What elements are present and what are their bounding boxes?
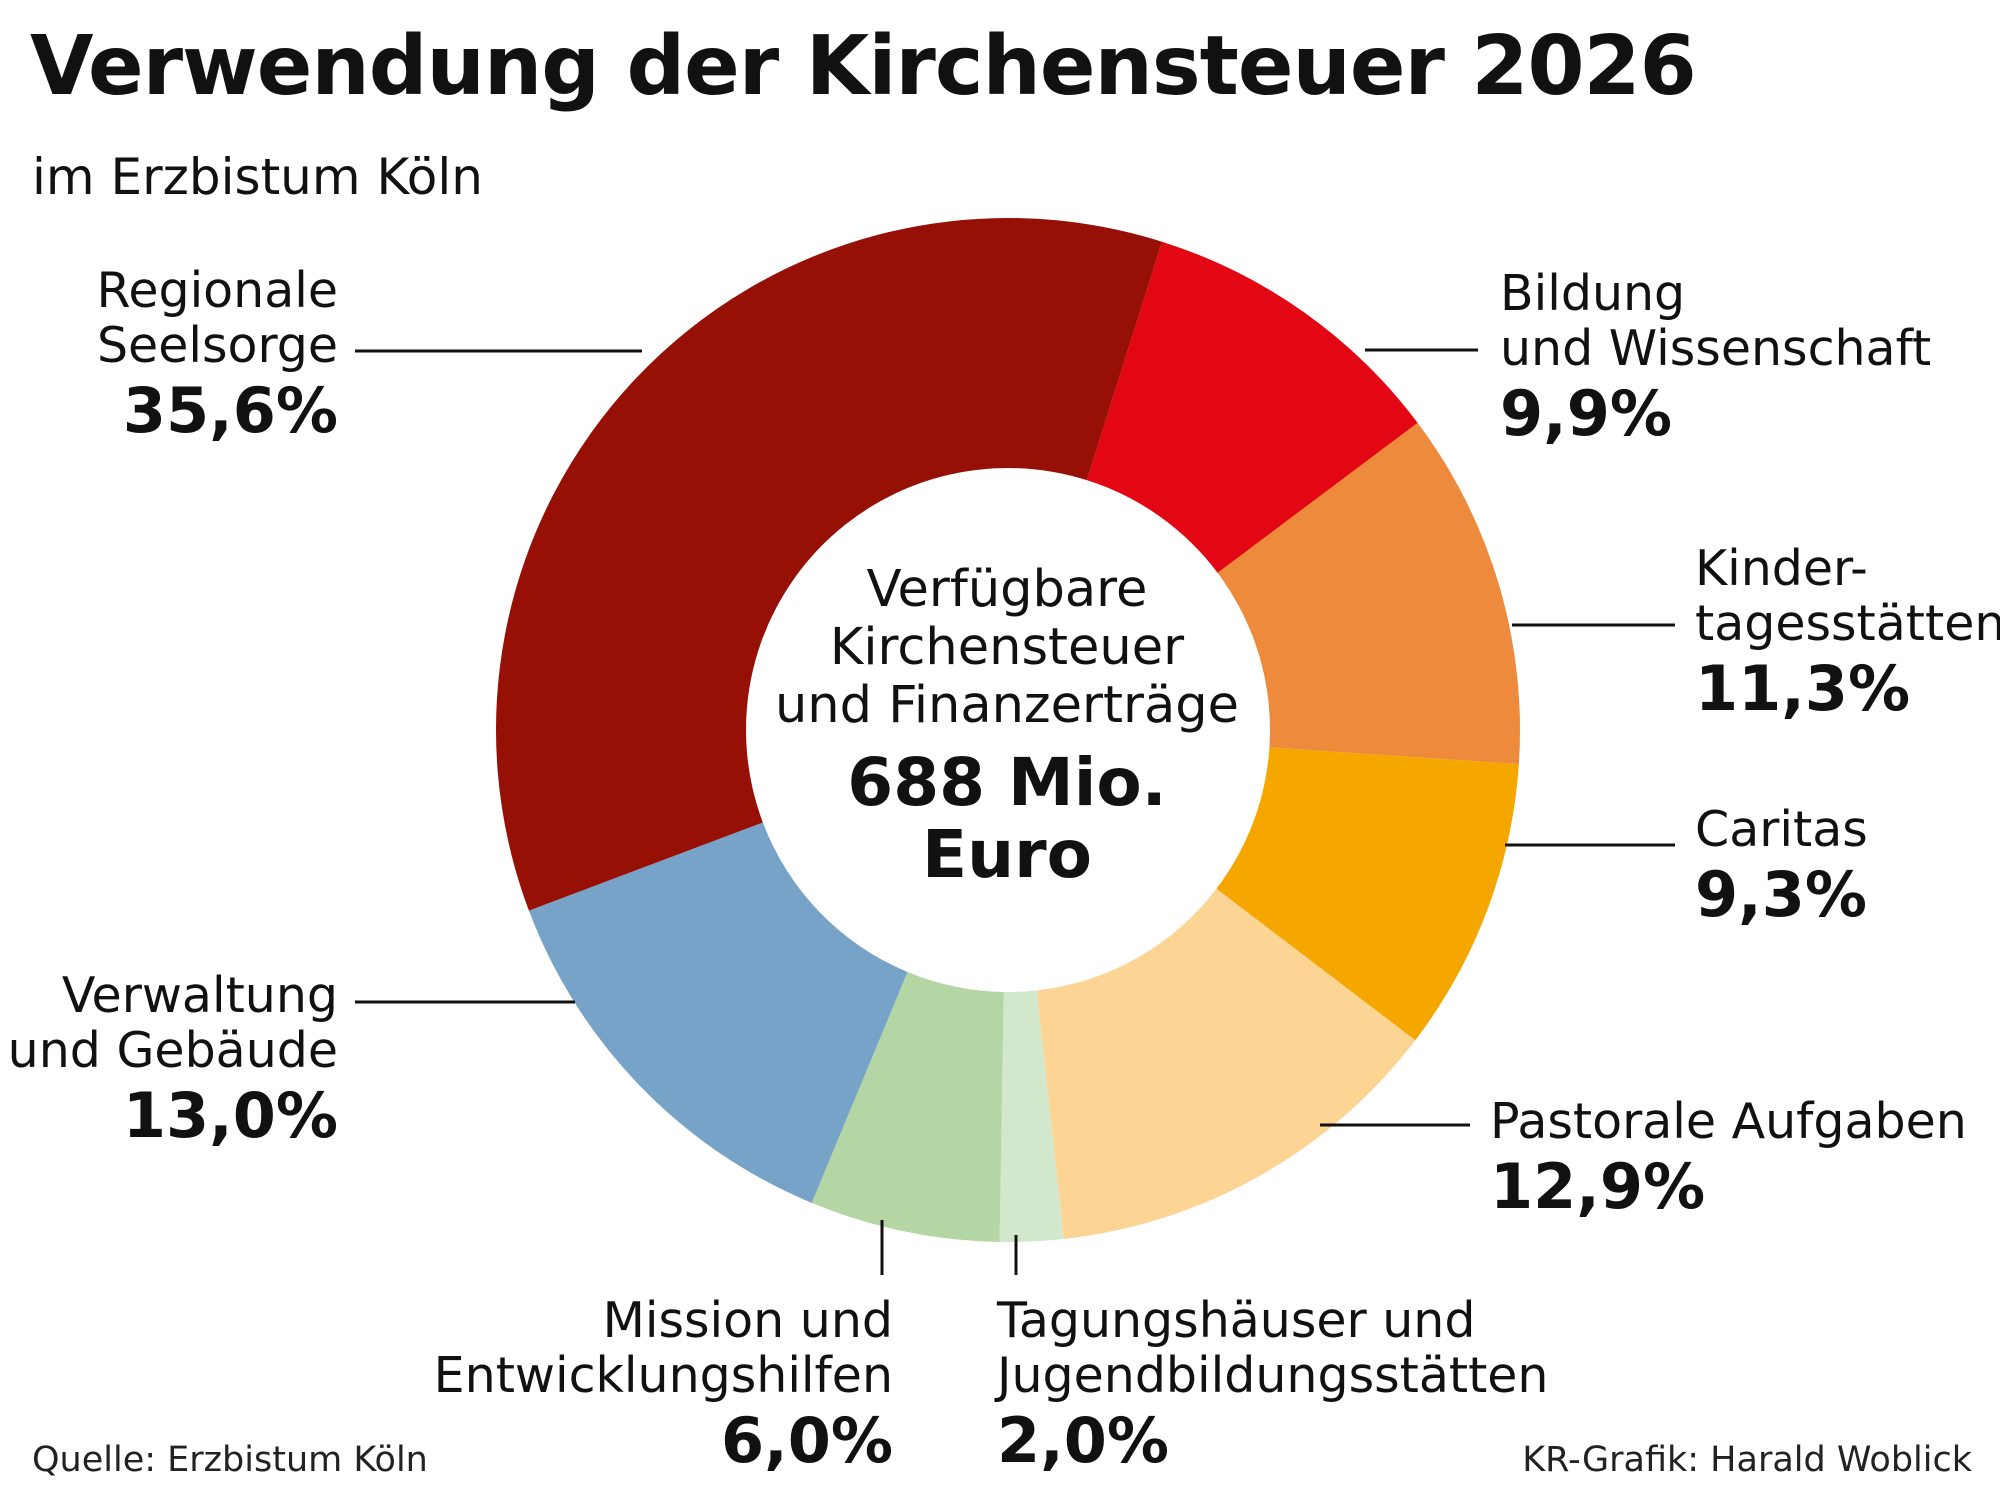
slice-label-text-6-0: Verwaltung	[62, 967, 338, 1024]
slice-label-text-6-1: und Gebäude	[8, 1022, 338, 1079]
leader-lines	[355, 348, 1675, 1275]
slice-label-text-7-0: Regionale	[96, 262, 338, 319]
slice-label-text-5-0: Mission und	[603, 1292, 893, 1349]
slice-percent-4: 2,0%	[997, 1404, 1169, 1477]
slice-percent-6: 13,0%	[123, 1079, 338, 1152]
slice-2	[1216, 747, 1519, 1041]
slice-label-text-5-1: Entwicklungshilfen	[434, 1347, 893, 1404]
slice-label-text-1-0: Kinder-	[1695, 540, 1868, 597]
slice-1	[1217, 422, 1520, 765]
slice-6	[528, 822, 908, 1203]
slice-4	[999, 990, 1064, 1242]
slice-percent-3: 12,9%	[1490, 1150, 1705, 1223]
slice-percent-7: 35,6%	[123, 374, 338, 447]
slice-5	[811, 971, 1004, 1242]
slice-7	[495, 217, 1162, 911]
slice-label-text-7-1: Seelsorge	[97, 317, 338, 374]
slice-label-text-4-0: Tagungshäuser und	[996, 1292, 1475, 1349]
slice-percent-2: 9,3%	[1695, 858, 1867, 931]
chart-subtitle: im Erzbistum Köln	[32, 148, 483, 206]
slice-label-text-3-0: Pastorale Aufgaben	[1490, 1093, 1967, 1150]
center-total-line-2: Euro	[922, 816, 1092, 893]
source-note: Quelle: Erzbistum Köln	[32, 1440, 428, 1480]
slice-percent-0: 9,9%	[1500, 377, 1672, 450]
slice-percent-1: 11,3%	[1695, 652, 1910, 725]
center-total-line-1: 688 Mio.	[847, 744, 1166, 821]
slice-3	[1036, 888, 1416, 1239]
donut-slices	[495, 217, 1520, 1242]
slice-label-4: Tagungshäuser undJugendbildungsstätten2,…	[994, 1292, 1549, 1477]
slice-label-text-4-1: Jugendbildungsstätten	[994, 1347, 1549, 1404]
graphic-credit: KR-Grafik: Harald Woblick	[1522, 1440, 1972, 1480]
center-text-line-3: und Finanzerträge	[775, 676, 1239, 735]
center-label: Verfügbare Kirchensteuer und Finanzerträ…	[775, 560, 1239, 893]
slice-label-text-0-1: und Wissenschaft	[1500, 320, 1931, 377]
slice-percent-5: 6,0%	[721, 1404, 893, 1477]
slice-0	[1086, 241, 1418, 573]
chart-title: Verwendung der Kirchensteuer 2026	[30, 19, 1697, 114]
slice-label-text-2-0: Caritas	[1695, 801, 1868, 858]
center-text-line-1: Verfügbare	[867, 560, 1148, 619]
slice-label-text-0-0: Bildung	[1500, 265, 1685, 322]
center-text-line-2: Kirchensteuer	[830, 618, 1184, 677]
slice-label-text-1-1: tagesstätten	[1695, 595, 2000, 652]
